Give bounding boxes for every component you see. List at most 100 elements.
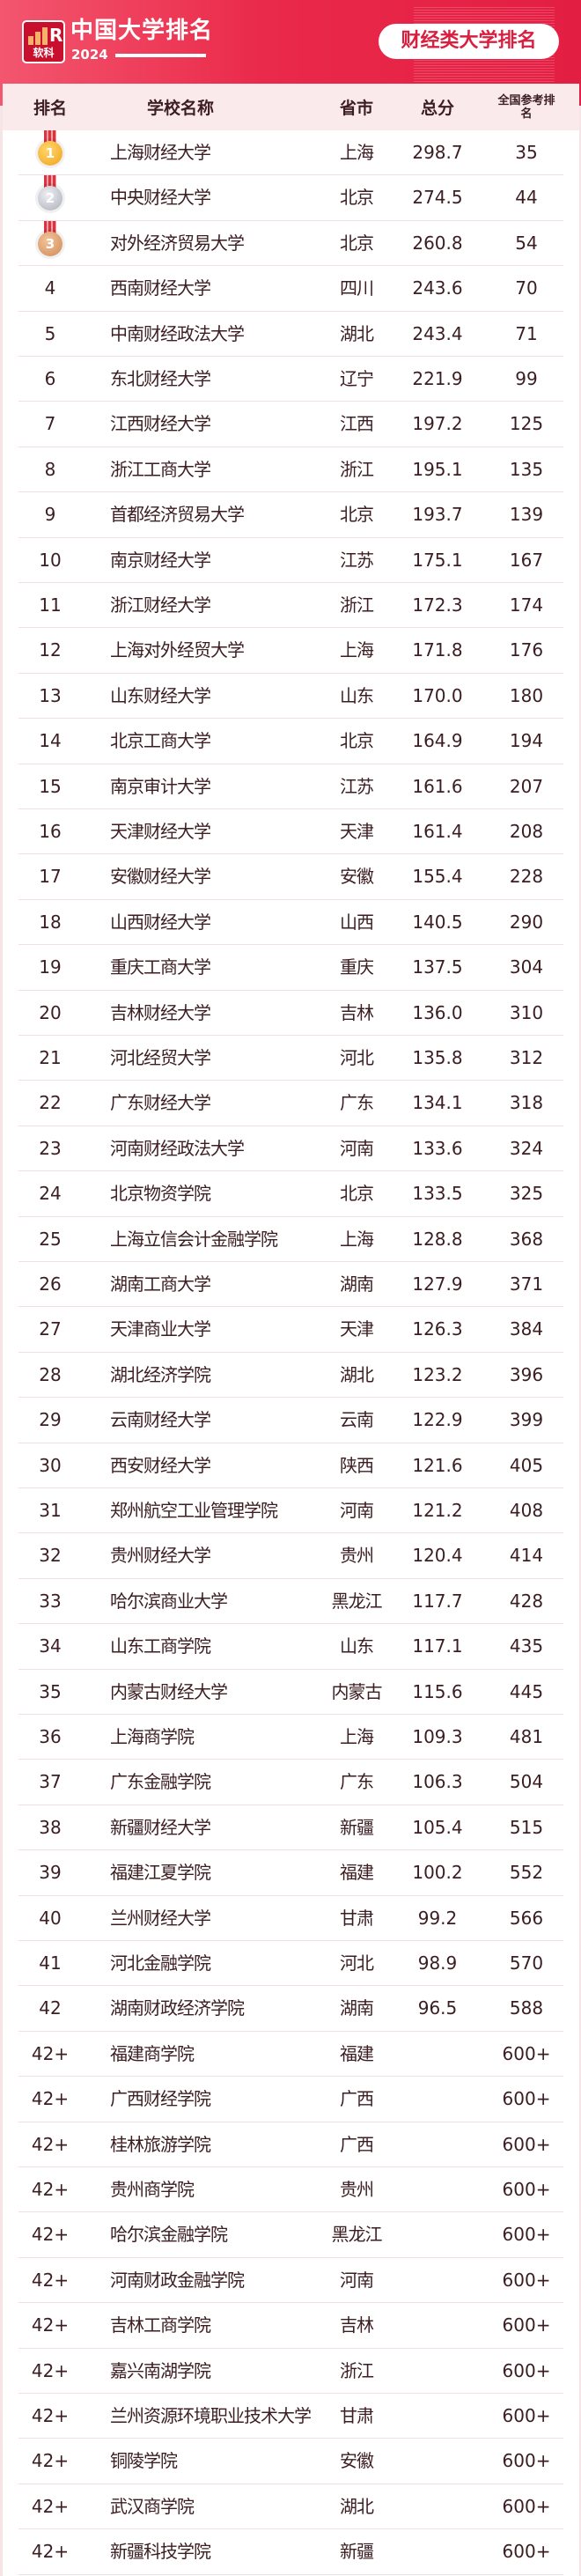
- rank-cell: 18: [39, 911, 62, 933]
- province-cell: 黑龙江: [331, 2224, 383, 2246]
- rank-cell: 42+: [31, 2088, 70, 2110]
- row-divider: [18, 2211, 563, 2213]
- national-rank-cell: 600+: [502, 2359, 551, 2381]
- school-name-cell: 湖南工商大学: [110, 1273, 211, 1295]
- province-cell: 天津: [340, 821, 374, 842]
- school-name-cell: 河北经贸大学: [110, 1047, 211, 1068]
- national-rank-cell: 600+: [502, 2541, 551, 2563]
- score-cell: 193.7: [412, 504, 463, 526]
- province-cell: 甘肃: [340, 2405, 374, 2426]
- school-name-cell: 铜陵学院: [110, 2450, 178, 2472]
- table-row: 36 上海商学院 上海 109.3 481: [3, 1715, 579, 1760]
- row-divider: [18, 1306, 563, 1308]
- province-cell: 上海: [340, 142, 374, 163]
- score-cell: 133.6: [412, 1137, 463, 1159]
- title-underline: [115, 54, 206, 57]
- score-cell: 127.9: [412, 1273, 463, 1295]
- table-header: 排名 学校名称 省市 总分 全国参考排名: [3, 84, 579, 130]
- school-name-cell: 嘉兴南湖学院: [110, 2359, 211, 2381]
- school-name-cell: 云南财经大学: [110, 1409, 211, 1431]
- national-rank-cell: 600+: [502, 2042, 551, 2064]
- table-row: 6 东北财经大学 辽宁 221.9 99: [3, 357, 579, 402]
- rank-cell: 23: [39, 1137, 62, 1159]
- bar-chart-icon: R: [28, 26, 63, 45]
- school-name-cell: 天津商业大学: [110, 1318, 211, 1340]
- school-name-cell: 河南财经政法大学: [110, 1137, 245, 1159]
- national-rank-cell: 304: [509, 956, 544, 978]
- school-name-cell: 武汉商学院: [110, 2495, 195, 2517]
- school-name-cell: 广西财经学院: [110, 2088, 211, 2110]
- province-cell: 新疆: [340, 2541, 374, 2563]
- national-rank-cell: 428: [509, 1590, 544, 1612]
- national-rank-cell: 396: [509, 1363, 544, 1385]
- province-cell: 浙江: [340, 2359, 374, 2381]
- score-cell: 121.2: [412, 1500, 463, 1521]
- school-name-cell: 浙江工商大学: [110, 458, 211, 480]
- province-cell: 湖南: [340, 1273, 374, 1295]
- national-rank-cell: 371: [509, 1273, 544, 1295]
- table-row: 24 北京物资学院 北京 133.5 325: [3, 1171, 579, 1217]
- rank-cell: 42: [39, 1997, 62, 2019]
- province-cell: 湖北: [340, 1363, 374, 1385]
- province-cell: 福建: [340, 1862, 374, 1884]
- province-cell: 山东: [340, 1635, 374, 1657]
- score-cell: 195.1: [412, 458, 463, 480]
- rank-cell: 11: [39, 594, 62, 616]
- row-divider: [18, 581, 563, 583]
- rank-cell: 34: [39, 1635, 62, 1657]
- table-row: 31 郑州航空工业管理学院 河南 121.2 408: [3, 1488, 579, 1534]
- score-cell: [398, 2212, 477, 2257]
- row-divider: [18, 1985, 563, 1987]
- table-row: 35 内蒙古财经大学 内蒙古 115.6 445: [3, 1670, 579, 1715]
- province-cell: 福建: [340, 2042, 374, 2064]
- rank-cell: 42+: [31, 2450, 70, 2472]
- row-divider: [18, 1759, 563, 1760]
- score-cell: 171.8: [412, 639, 463, 661]
- province-cell: 河北: [340, 1047, 374, 1068]
- school-name-cell: 南京审计大学: [110, 775, 211, 797]
- rank-cell: 42+: [31, 2224, 70, 2246]
- national-rank-cell: 180: [509, 684, 544, 706]
- rank-cell: 42+: [31, 2359, 70, 2381]
- national-rank-cell: 99: [515, 368, 538, 389]
- column-header-score: 总分: [420, 99, 454, 118]
- province-cell: 北京: [340, 232, 374, 254]
- score-cell: 161.6: [412, 775, 463, 797]
- school-name-cell: 上海对外经贸大学: [110, 639, 245, 661]
- national-rank-cell: 600+: [502, 2088, 551, 2110]
- province-cell: 山东: [340, 684, 374, 706]
- score-cell: [398, 2122, 477, 2167]
- rank-cell: 42+: [31, 2133, 70, 2155]
- province-cell: 北京: [340, 1183, 374, 1205]
- national-rank-cell: 600+: [502, 2314, 551, 2336]
- row-divider: [18, 1215, 563, 1217]
- province-cell: 浙江: [340, 594, 374, 616]
- score-cell: 197.2: [412, 413, 463, 435]
- school-name-cell: 兰州资源环境职业技术大学: [110, 2405, 312, 2426]
- rank-cell: 6: [44, 368, 56, 389]
- national-rank-cell: 312: [509, 1047, 544, 1068]
- province-cell: 广西: [340, 2133, 374, 2155]
- province-cell: 辽宁: [340, 368, 374, 389]
- rank-cell: 9: [44, 504, 56, 526]
- table-row: 42+ 武汉商学院 湖北 600+: [3, 2484, 579, 2530]
- score-cell: 98.9: [417, 1952, 458, 1974]
- score-cell: [398, 2394, 477, 2439]
- score-cell: 128.8: [412, 1228, 463, 1250]
- table-row: 4 西南财经大学 四川 243.6 70: [3, 266, 579, 312]
- table-row: 42+ 福建商学院 福建 600+: [3, 2032, 579, 2078]
- rank-cell: 38: [39, 1816, 62, 1838]
- score-cell: 133.5: [412, 1183, 463, 1205]
- national-rank-cell: 368: [509, 1228, 544, 1250]
- national-rank-cell: 139: [509, 504, 544, 526]
- national-rank-cell: 384: [509, 1318, 544, 1340]
- school-name-cell: 上海财经大学: [110, 142, 211, 163]
- table-row: 8 浙江工商大学 浙江 195.1 135: [3, 447, 579, 493]
- province-cell: 贵州: [340, 1545, 374, 1567]
- school-name-cell: 内蒙古财经大学: [110, 1680, 228, 1702]
- province-cell: 河北: [340, 1952, 374, 1974]
- table-row: 42+ 铜陵学院 安徽 600+: [3, 2439, 579, 2484]
- row-divider: [18, 1532, 563, 1534]
- score-cell: 99.2: [417, 1907, 458, 1929]
- column-header-name: 学校名称: [146, 99, 214, 118]
